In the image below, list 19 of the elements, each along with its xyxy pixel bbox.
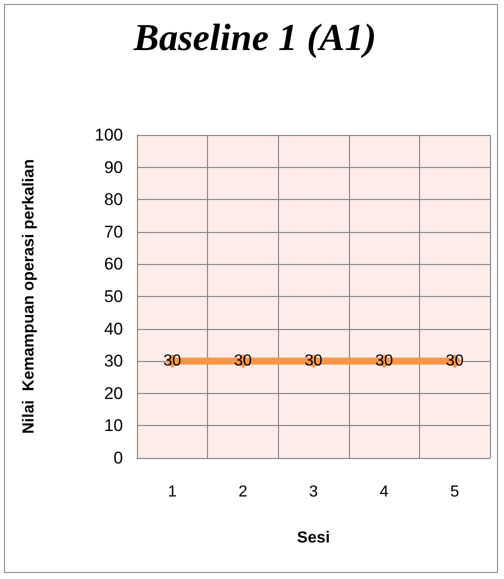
y-tick-label: 60 [104,254,123,274]
x-tick-label: 3 [309,484,318,500]
y-tick-label: 10 [104,416,123,436]
y-tick-label: 30 [104,352,123,371]
y-tick-label: 40 [104,319,123,338]
x-axis-title: Sesi [297,530,330,546]
y-tick-label: 90 [104,158,123,177]
x-tick-label: 2 [238,484,248,500]
y-tick-label: 80 [104,190,123,210]
chart-title: Baseline 1 (A1) [132,17,376,59]
y-tick-label: 0 [114,448,123,468]
x-tick-label: 4 [380,484,389,500]
x-tick-label: 5 [450,484,460,500]
x-tick-label: 1 [168,484,177,500]
y-tick-label: 50 [104,287,123,306]
y-axis-title: Nilai Kemampuan operasi perkalian [20,159,38,434]
y-tick-label: 100 [94,126,123,144]
y-tick-label: 20 [104,384,123,403]
y-tick-label: 70 [104,222,123,242]
